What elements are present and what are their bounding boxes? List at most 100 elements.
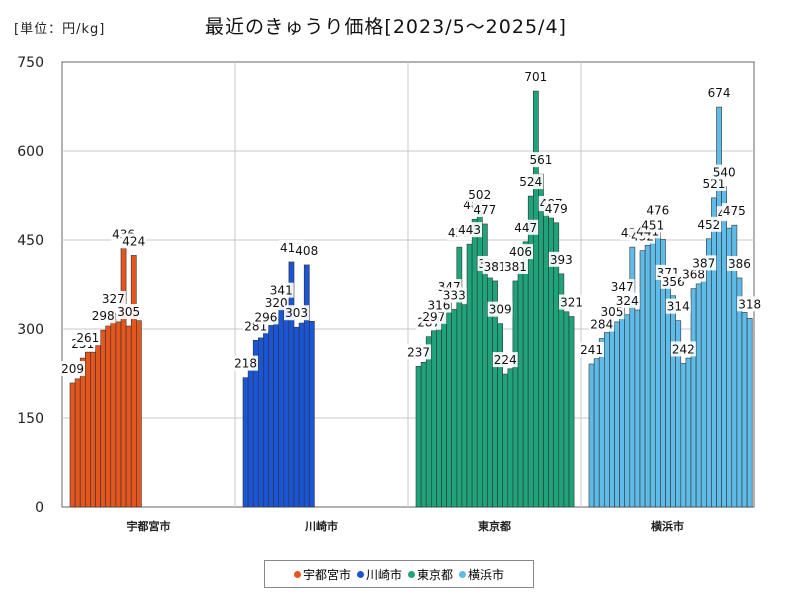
bar [568, 316, 575, 508]
data-label-bg [518, 174, 544, 190]
y-tick-label: 450 [17, 233, 44, 249]
data-label-text: 321 [560, 296, 583, 310]
bar [721, 186, 727, 508]
data-label-text: 298 [92, 309, 115, 323]
data-label-bg [233, 355, 259, 371]
bar [527, 195, 534, 508]
legend-marker [408, 570, 415, 578]
data-label-bg [116, 304, 142, 320]
data-label: 298 [90, 308, 116, 324]
data-label-bg [640, 217, 666, 233]
bar [619, 300, 625, 508]
bar [471, 218, 478, 508]
data-label-bg [696, 216, 722, 232]
data-label-bg [90, 308, 116, 324]
data-label-text: 674 [708, 86, 731, 100]
bar [497, 323, 504, 508]
data-label: 477 [472, 201, 498, 217]
data-label: 347 [609, 279, 635, 295]
bar [115, 321, 122, 508]
data-label: 261 [75, 330, 101, 346]
data-label-bg [589, 316, 615, 332]
data-label-text: 393 [550, 253, 573, 267]
data-label: 314 [665, 298, 691, 314]
legend-marker [356, 570, 364, 578]
data-label: 305 [116, 304, 142, 320]
bar [90, 351, 96, 508]
bar [711, 197, 717, 508]
legend: 宇都宮市 川崎市 東京都 横浜市 [264, 560, 534, 588]
data-label: 318 [737, 296, 763, 312]
data-label-bg [508, 244, 534, 260]
data-label: 476 [645, 202, 671, 218]
data-label-text: 224 [494, 353, 517, 367]
data-label-bg [559, 294, 585, 310]
data-label: 452 [696, 216, 722, 232]
bar [441, 313, 447, 508]
bar [293, 326, 300, 508]
bar [593, 358, 600, 508]
data-label-text: 701 [524, 70, 547, 84]
x-category-label: 川崎市 [304, 519, 338, 533]
data-label-text: 447 [514, 221, 537, 235]
data-label-text: 477 [473, 203, 496, 217]
data-label-text: 241 [580, 343, 603, 357]
data-label-bg [579, 342, 605, 358]
data-label: 521 [701, 175, 727, 191]
unit-label: [単位：円/kg] [14, 22, 106, 37]
data-label-text: 309 [489, 303, 512, 317]
bar [700, 277, 707, 508]
bar [69, 382, 76, 508]
data-label-bg [609, 279, 635, 295]
data-label: 241 [579, 342, 605, 358]
data-label: 406 [508, 244, 534, 260]
data-label-text: 318 [738, 297, 761, 311]
data-label-text: 284 [590, 317, 613, 331]
data-label-bg [614, 292, 640, 308]
data-label: 209 [60, 360, 86, 376]
bar [125, 325, 132, 508]
legend-item: 横浜市 [459, 566, 504, 583]
legend-marker [293, 570, 301, 578]
bar [512, 280, 519, 508]
data-label: 393 [548, 251, 574, 267]
bar [278, 304, 285, 508]
legend-label: 東京都 [417, 567, 454, 582]
data-label: 443 [457, 222, 483, 238]
bar [563, 311, 570, 508]
data-label-text: 261 [76, 331, 99, 345]
bar [609, 325, 615, 508]
bar [425, 336, 432, 508]
data-label: 297 [421, 308, 447, 324]
data-label-bg [121, 233, 147, 249]
data-label-text: 320 [265, 296, 288, 310]
data-label-bg [482, 258, 508, 274]
bar [273, 316, 280, 508]
bar [741, 312, 748, 508]
data-label-bg [523, 69, 549, 85]
data-label-text: 452 [697, 218, 720, 232]
bar [430, 330, 437, 508]
data-label-text: 314 [667, 300, 690, 314]
data-label-bg [284, 305, 310, 321]
data-label-text: 218 [234, 357, 257, 371]
data-label-bg [513, 219, 539, 235]
bar [670, 295, 676, 508]
bar [461, 304, 468, 508]
data-label-text: 324 [616, 294, 639, 308]
data-label: 242 [670, 341, 696, 357]
data-label: 284 [589, 316, 615, 332]
bar [705, 238, 712, 508]
data-label-text: 502 [468, 188, 491, 202]
bar [649, 239, 656, 508]
data-label-bg [457, 222, 483, 238]
bar [598, 338, 605, 508]
data-label-bg [100, 290, 126, 306]
bar [466, 243, 473, 508]
data-label-bg [60, 360, 86, 376]
bar [543, 213, 549, 508]
data-label: 524 [518, 174, 544, 190]
data-label: 479 [543, 200, 569, 216]
data-label: 341 [268, 282, 294, 298]
data-label-bg [543, 200, 569, 216]
